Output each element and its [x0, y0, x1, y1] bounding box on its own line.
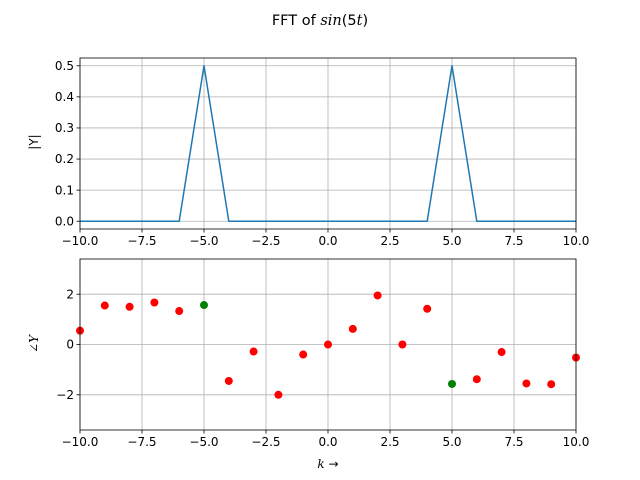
data-point	[274, 390, 283, 399]
x-tick-label: 5.0	[442, 234, 461, 248]
y-axis-label-phase: ∠Y	[27, 334, 41, 353]
y-tick-label: 2	[66, 287, 74, 301]
data-point	[398, 340, 407, 349]
data-point	[348, 324, 357, 333]
axes-frame	[79, 57, 577, 230]
x-tick-label: −10.0	[62, 435, 99, 449]
data-point	[547, 380, 556, 389]
data-point	[472, 375, 481, 384]
x-tick-label: −2.5	[251, 234, 280, 248]
x-tick-label: −7.5	[127, 435, 156, 449]
data-point	[497, 348, 506, 357]
data-point	[448, 379, 456, 388]
y-tick-label: 0.3	[55, 121, 74, 135]
x-tick-label: 2.5	[380, 435, 399, 449]
y-tick-label: −2	[56, 388, 74, 402]
data-point	[100, 301, 109, 310]
x-tick-label: 7.5	[504, 234, 523, 248]
x-tick-label: 2.5	[380, 234, 399, 248]
x-tick-label: 10.0	[563, 435, 590, 449]
y-tick-label: 0	[66, 338, 74, 352]
y-tick-label: 0.0	[55, 214, 74, 228]
x-tick-label: 5.0	[442, 435, 461, 449]
data-point	[175, 307, 184, 316]
data-point	[125, 302, 134, 311]
x-axis-label: k →	[317, 457, 338, 471]
y-tick-label: 0.5	[55, 59, 74, 73]
y-tick-label: 0.4	[55, 90, 74, 104]
x-tick-label: 7.5	[504, 435, 523, 449]
data-point	[299, 350, 308, 359]
data-point	[423, 304, 432, 313]
data-point	[224, 376, 233, 385]
data-point	[150, 298, 159, 307]
x-tick-label: −5.0	[189, 435, 218, 449]
axes-frame	[79, 258, 577, 431]
x-tick-label: −7.5	[127, 234, 156, 248]
x-tick-label: 0.0	[318, 234, 337, 248]
magnitude-plot: −10.0 −7.5 −5.0 −2.5 0.0 2.5 5.0 7.5 10.0 0.0 0.1 0…	[55, 57, 590, 248]
data-point	[522, 379, 531, 388]
series-line	[80, 65, 576, 222]
x-tick-label: 10.0	[563, 234, 590, 248]
y-tick-label: 0.1	[55, 183, 74, 197]
data-point	[373, 291, 382, 300]
x-tick-label: −10.0	[62, 234, 99, 248]
x-tick-label: 0.0	[318, 435, 337, 449]
data-point	[200, 301, 208, 310]
y-tick-label: 0.2	[55, 152, 74, 166]
phase-plot: −10.0 −7.5 −5.0 −2.5 0.0 2.5 5.0 7.5 10.0 −2 0 2	[56, 258, 590, 449]
data-point	[249, 347, 258, 356]
figure-title: FFT of sin(5t)	[272, 13, 368, 29]
data-point	[324, 340, 332, 349]
y-axis-label-magnitude: |Y|	[27, 134, 41, 149]
x-tick-label: −2.5	[251, 435, 280, 449]
x-tick-label: −5.0	[189, 234, 218, 248]
